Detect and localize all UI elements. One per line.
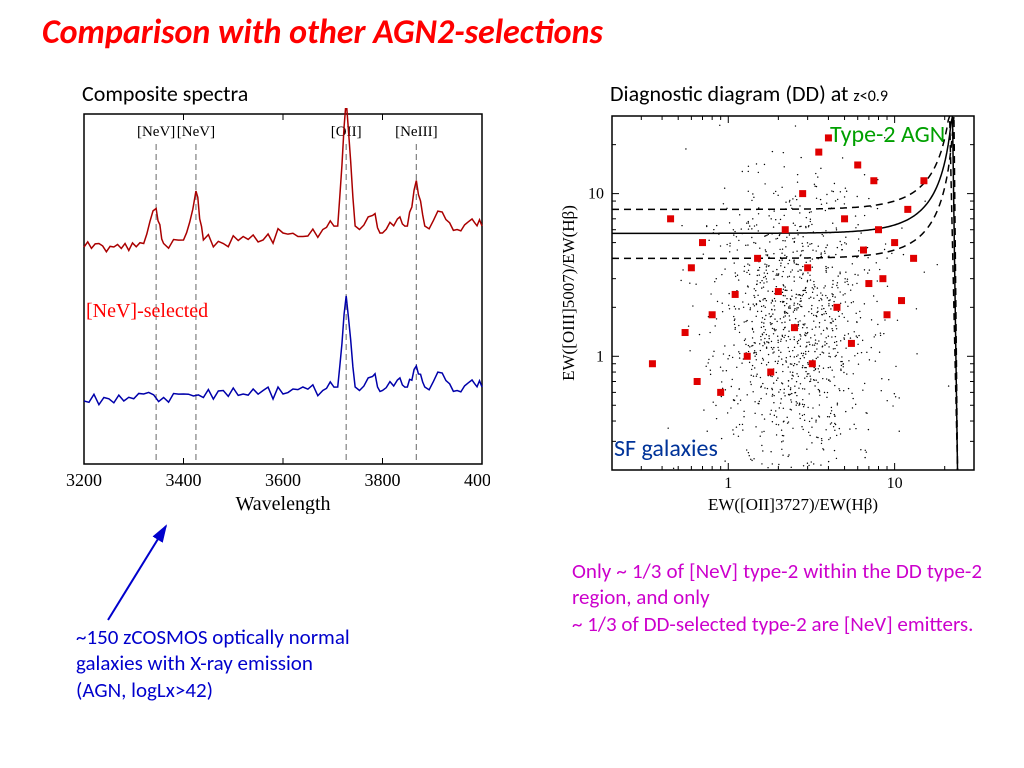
svg-text:[NeV]: [NeV] bbox=[137, 124, 175, 140]
sf-galaxies-label: SF galaxies bbox=[614, 434, 718, 463]
nev-annotation: [NeV]-selected bbox=[86, 300, 208, 323]
arrow-to-spectrum bbox=[88, 520, 188, 630]
svg-text:10: 10 bbox=[887, 475, 903, 492]
svg-text:4000: 4000 bbox=[464, 470, 490, 490]
right-subtitle: Diagnostic diagram (DD) at z<0.9 bbox=[610, 80, 888, 107]
svg-text:3600: 3600 bbox=[265, 470, 301, 490]
svg-text:EW([OII]3727)/EW(Hβ): EW([OII]3727)/EW(Hβ) bbox=[708, 495, 878, 514]
svg-text:1: 1 bbox=[724, 475, 732, 492]
svg-text:[OII]: [OII] bbox=[331, 124, 362, 140]
type2-agn-label: Type-2 AGN bbox=[830, 120, 945, 149]
right-caption: Only ~ 1/3 of [NeV] type-2 within the DD… bbox=[572, 558, 982, 637]
svg-text:Wavelength: Wavelength bbox=[235, 493, 330, 514]
slide-title: Comparison with other AGN2-selections bbox=[42, 12, 603, 53]
svg-text:10: 10 bbox=[588, 186, 604, 203]
left-caption: ~150 zCOSMOS optically normal galaxies w… bbox=[76, 624, 350, 703]
svg-text:1: 1 bbox=[596, 348, 604, 365]
svg-text:3800: 3800 bbox=[365, 470, 401, 490]
svg-text:[NeV]: [NeV] bbox=[177, 124, 215, 140]
left-subtitle: Composite spectra bbox=[82, 80, 248, 107]
svg-text:3400: 3400 bbox=[166, 470, 202, 490]
svg-text:EW([OIII]5007)/EW(Hβ): EW([OIII]5007)/EW(Hβ) bbox=[559, 205, 578, 381]
svg-text:[NeIII]: [NeIII] bbox=[395, 124, 437, 140]
svg-text:3200: 3200 bbox=[66, 470, 102, 490]
